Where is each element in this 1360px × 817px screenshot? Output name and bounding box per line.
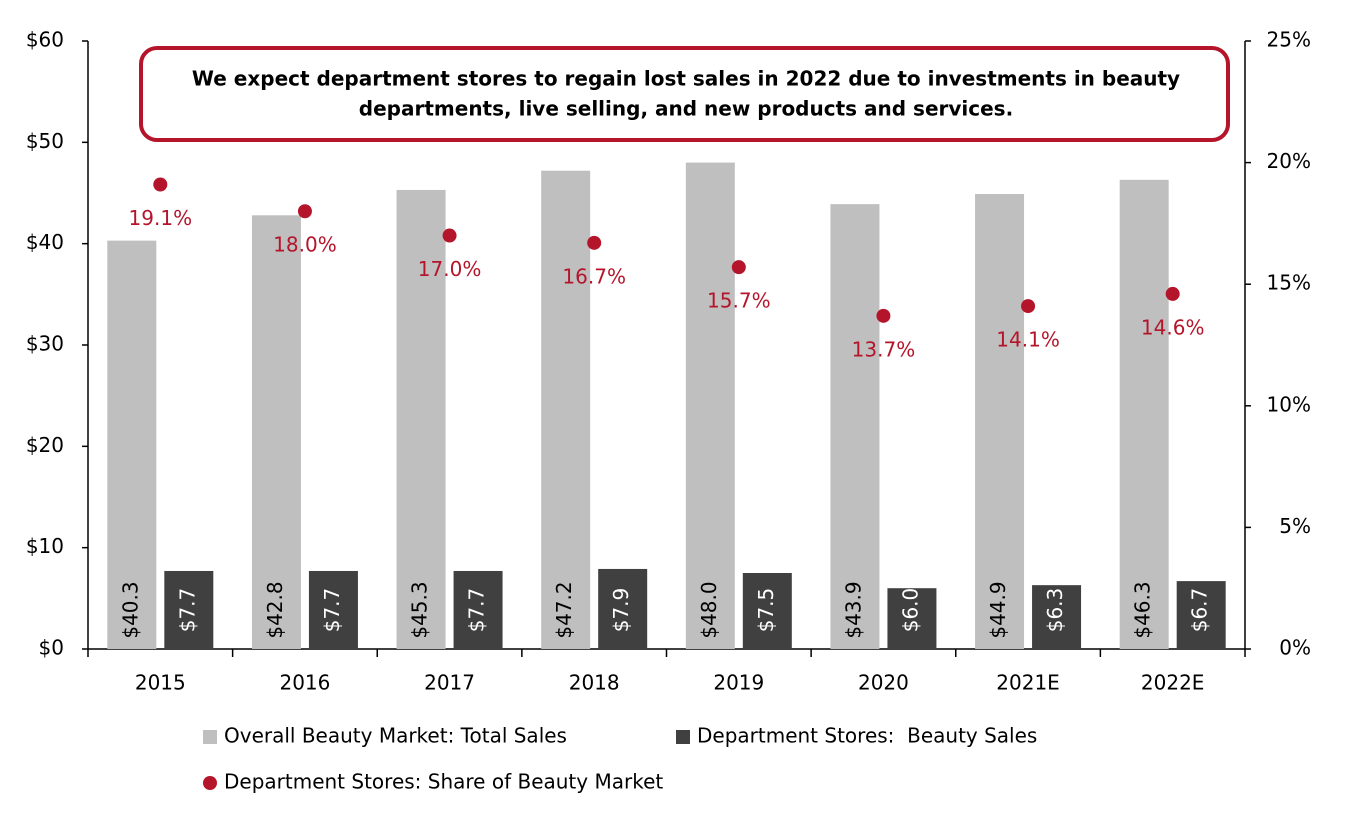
legend-swatch <box>203 776 217 790</box>
annotation: departments, live selling, and new produ… <box>359 97 1013 121</box>
y-tick-label: $50 <box>26 129 64 153</box>
bar <box>308 570 358 649</box>
x-tick-label: 2022E <box>1141 671 1205 695</box>
bar <box>541 170 591 649</box>
y-tick-label: $0 <box>39 636 64 660</box>
y2-tick-label: 5% <box>1279 514 1311 538</box>
point-label: 16.7% <box>562 264 626 288</box>
point-label: 15.7% <box>707 289 771 313</box>
point <box>587 235 602 250</box>
x-tick-label: 2020 <box>858 671 909 695</box>
x-tick-label: 2021E <box>996 671 1060 695</box>
annotation-box <box>139 46 1230 142</box>
point-label: 17.0% <box>418 257 482 281</box>
x-tick-label: 2019 <box>713 671 764 695</box>
bar-value-label: $45.3 <box>408 581 432 638</box>
x-tick-label: 2015 <box>135 671 186 695</box>
x-tick-label: 2017 <box>424 671 475 695</box>
y2-tick-label: 10% <box>1267 392 1311 416</box>
y2-tick-label: 0% <box>1279 636 1311 660</box>
legend-label: Department Stores: Beauty Sales <box>697 724 1037 748</box>
point <box>1021 299 1036 314</box>
bar-value-label: $7.7 <box>465 588 489 633</box>
bar <box>396 189 446 649</box>
bar <box>251 215 301 649</box>
y2-tick-label: 25% <box>1267 28 1311 52</box>
bar-value-label: $6.0 <box>898 588 922 633</box>
point-label: 14.1% <box>996 328 1060 352</box>
bar-value-label: $48.0 <box>697 581 721 638</box>
y-tick-label: $10 <box>26 534 64 558</box>
point-label: 13.7% <box>852 337 916 361</box>
bar-value-label: $42.8 <box>263 581 287 638</box>
bar-value-label: $46.3 <box>1131 581 1155 638</box>
bar <box>1176 581 1226 649</box>
y2-tick-label: 20% <box>1267 149 1311 173</box>
point <box>153 177 168 192</box>
bar <box>164 570 214 649</box>
bar <box>685 162 735 649</box>
bar <box>598 568 648 649</box>
bar <box>107 240 157 650</box>
bar <box>1119 179 1169 649</box>
legend-swatch <box>676 730 690 744</box>
bar <box>887 588 937 649</box>
bar <box>1032 585 1082 649</box>
bar-value-label: $7.9 <box>609 588 633 633</box>
x-tick-label: 2016 <box>279 671 330 695</box>
bar <box>742 573 792 649</box>
bar-value-label: $6.7 <box>1188 588 1212 633</box>
legend-label: Overall Beauty Market: Total Sales <box>224 724 567 748</box>
bar-value-label: $47.2 <box>552 581 576 638</box>
y-tick-label: $40 <box>26 230 64 254</box>
legend-label: Department Stores: Share of Beauty Marke… <box>224 770 663 794</box>
bar-value-label: $7.5 <box>754 588 778 633</box>
bar <box>975 194 1025 649</box>
bar-value-label: $7.7 <box>175 588 199 633</box>
annotation: We expect department stores to regain lo… <box>192 67 1180 91</box>
point <box>731 260 746 275</box>
bar-value-label: $7.7 <box>320 588 344 633</box>
bar <box>453 570 503 649</box>
bar <box>830 204 880 649</box>
bar-value-label: $43.9 <box>841 581 865 638</box>
bar-value-label: $40.3 <box>118 581 142 638</box>
y-tick-label: $30 <box>26 332 64 356</box>
point-label: 19.1% <box>129 206 193 230</box>
y-tick-label: $60 <box>26 28 64 52</box>
bar-value-label: $44.9 <box>986 581 1010 638</box>
y2-tick-label: 15% <box>1267 271 1311 295</box>
bar-value-label: $6.3 <box>1043 588 1067 633</box>
point <box>297 204 312 219</box>
y-tick-label: $20 <box>26 433 64 457</box>
point <box>442 228 457 243</box>
point <box>876 308 891 323</box>
legend-swatch <box>203 730 217 744</box>
point-label: 18.0% <box>273 233 337 257</box>
point-label: 14.6% <box>1141 315 1205 339</box>
point <box>1165 286 1180 301</box>
x-tick-label: 2018 <box>569 671 620 695</box>
